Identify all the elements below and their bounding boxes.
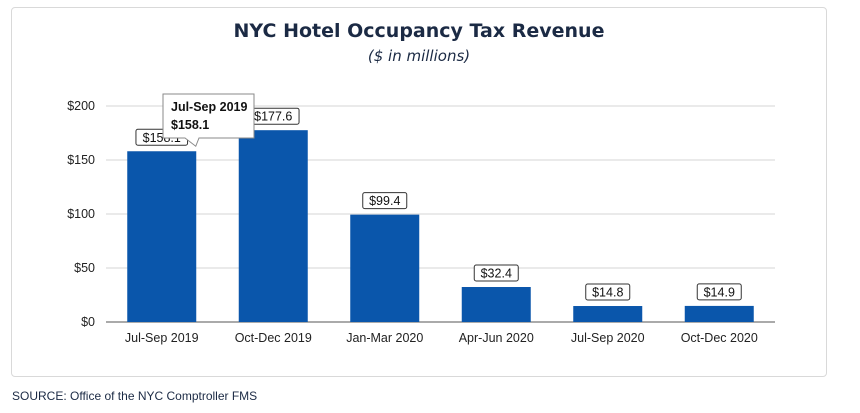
bar bbox=[238, 130, 308, 322]
chart-title: NYC Hotel Occupancy Tax Revenue bbox=[233, 20, 605, 42]
x-tick-label: Oct-Dec 2019 bbox=[235, 331, 312, 345]
bar bbox=[684, 305, 754, 322]
bar bbox=[350, 214, 420, 322]
data-label-box bbox=[473, 264, 519, 282]
bar bbox=[461, 287, 531, 322]
tooltip-box bbox=[162, 93, 255, 148]
x-tick-label: Jul-Sep 2020 bbox=[571, 331, 645, 345]
data-label: $177.6 bbox=[254, 110, 292, 124]
data-label: $14.9 bbox=[704, 285, 735, 299]
y-tick-label: $200 bbox=[67, 99, 95, 113]
x-tick-label: Oct-Dec 2020 bbox=[681, 331, 758, 345]
x-tick-label: Apr-Jun 2020 bbox=[459, 331, 534, 345]
y-tick-label: $150 bbox=[67, 153, 95, 167]
data-label-box bbox=[362, 192, 408, 210]
data-label: $99.4 bbox=[369, 194, 400, 208]
data-label: $14.8 bbox=[592, 286, 623, 300]
x-tick-label: Jul-Sep 2019 bbox=[125, 331, 199, 345]
data-label-box bbox=[585, 283, 631, 301]
bar bbox=[127, 151, 197, 322]
y-tick-label: $100 bbox=[67, 207, 95, 221]
bar bbox=[573, 306, 643, 322]
y-tick-label: $50 bbox=[74, 261, 95, 275]
source-note: SOURCE: Office of the NYC Comptroller FM… bbox=[12, 389, 258, 403]
tooltip-value: $158.1 bbox=[171, 118, 209, 132]
y-tick-label: $0 bbox=[81, 315, 95, 329]
x-tick-label: Jan-Mar 2020 bbox=[346, 331, 423, 345]
data-label: $32.4 bbox=[481, 267, 512, 281]
tooltip-category: Jul-Sep 2019 bbox=[171, 100, 247, 114]
chart-subtitle: ($ in millions) bbox=[367, 47, 471, 65]
data-label-box bbox=[696, 283, 742, 301]
